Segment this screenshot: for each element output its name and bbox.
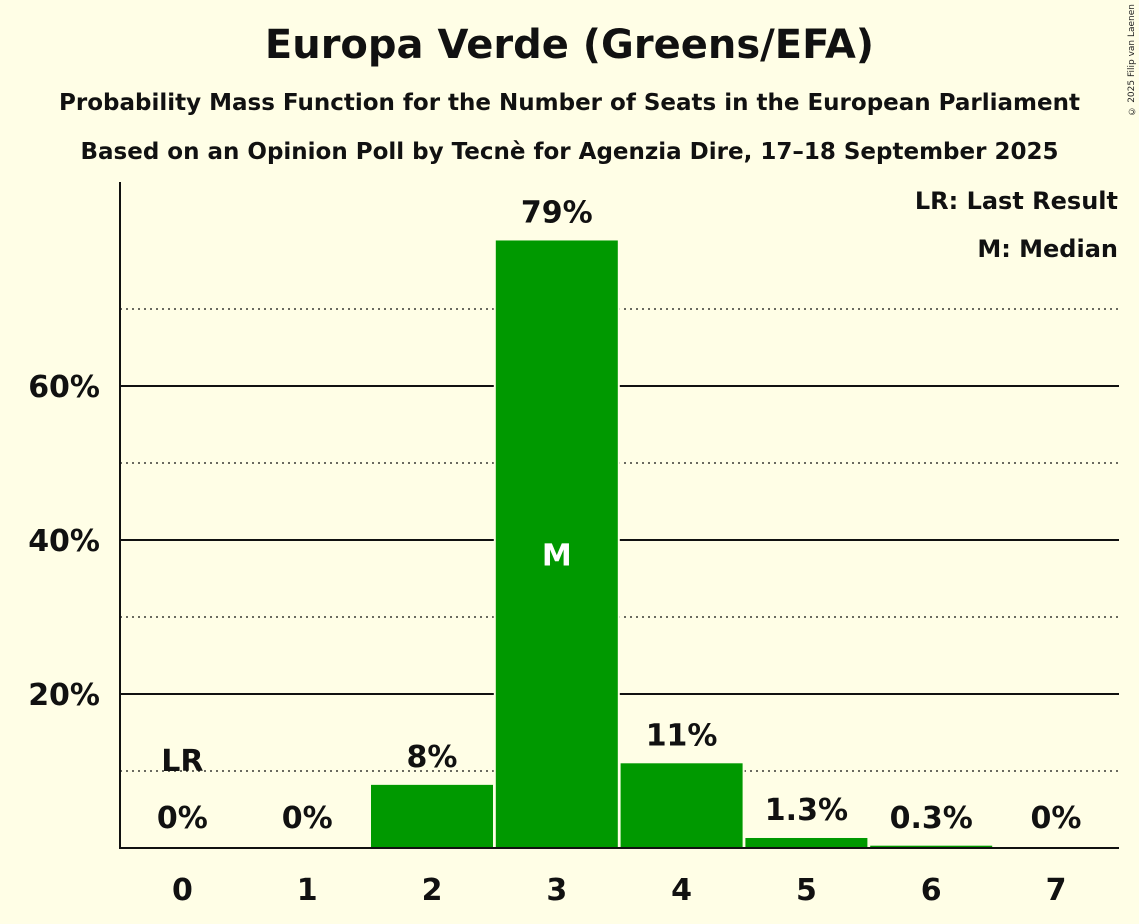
x-tick-label: 6 [921,873,942,908]
last-result-marker: LR [161,744,203,779]
value-label: 1.3% [765,793,848,828]
value-label: 0% [1031,801,1082,836]
legend-entry: LR: Last Result [915,187,1118,215]
value-label: 11% [646,718,718,753]
bar-5 [745,837,868,848]
x-tick-label: 7 [1046,873,1067,908]
y-tick-label: 60% [28,370,100,405]
chart-source: Based on an Opinion Poll by Tecnè for Ag… [80,139,1059,165]
y-tick-label: 40% [28,524,100,559]
bar-6 [870,845,993,848]
chart-subtitle: Probability Mass Function for the Number… [59,90,1080,116]
x-tick-label: 5 [796,873,817,908]
value-label: 0% [282,801,333,836]
bar-2 [371,784,493,848]
median-marker: M [542,538,572,573]
y-tick-label: 20% [28,678,100,713]
bar-3 [495,240,618,849]
x-tick-label: 2 [422,873,443,908]
value-label: 79% [521,195,593,230]
x-tick-label: 1 [297,873,318,908]
chart-title: Europa Verde (Greens/EFA) [264,22,875,68]
x-tick-label: 0 [172,873,193,908]
x-tick-label: 4 [671,873,692,908]
x-tick-label: 3 [546,873,567,908]
value-label: 0% [157,801,208,836]
legend-entry: M: Median [977,235,1118,263]
bar-4 [620,763,743,848]
value-label: 0.3% [890,801,973,836]
value-label: 8% [407,740,458,775]
